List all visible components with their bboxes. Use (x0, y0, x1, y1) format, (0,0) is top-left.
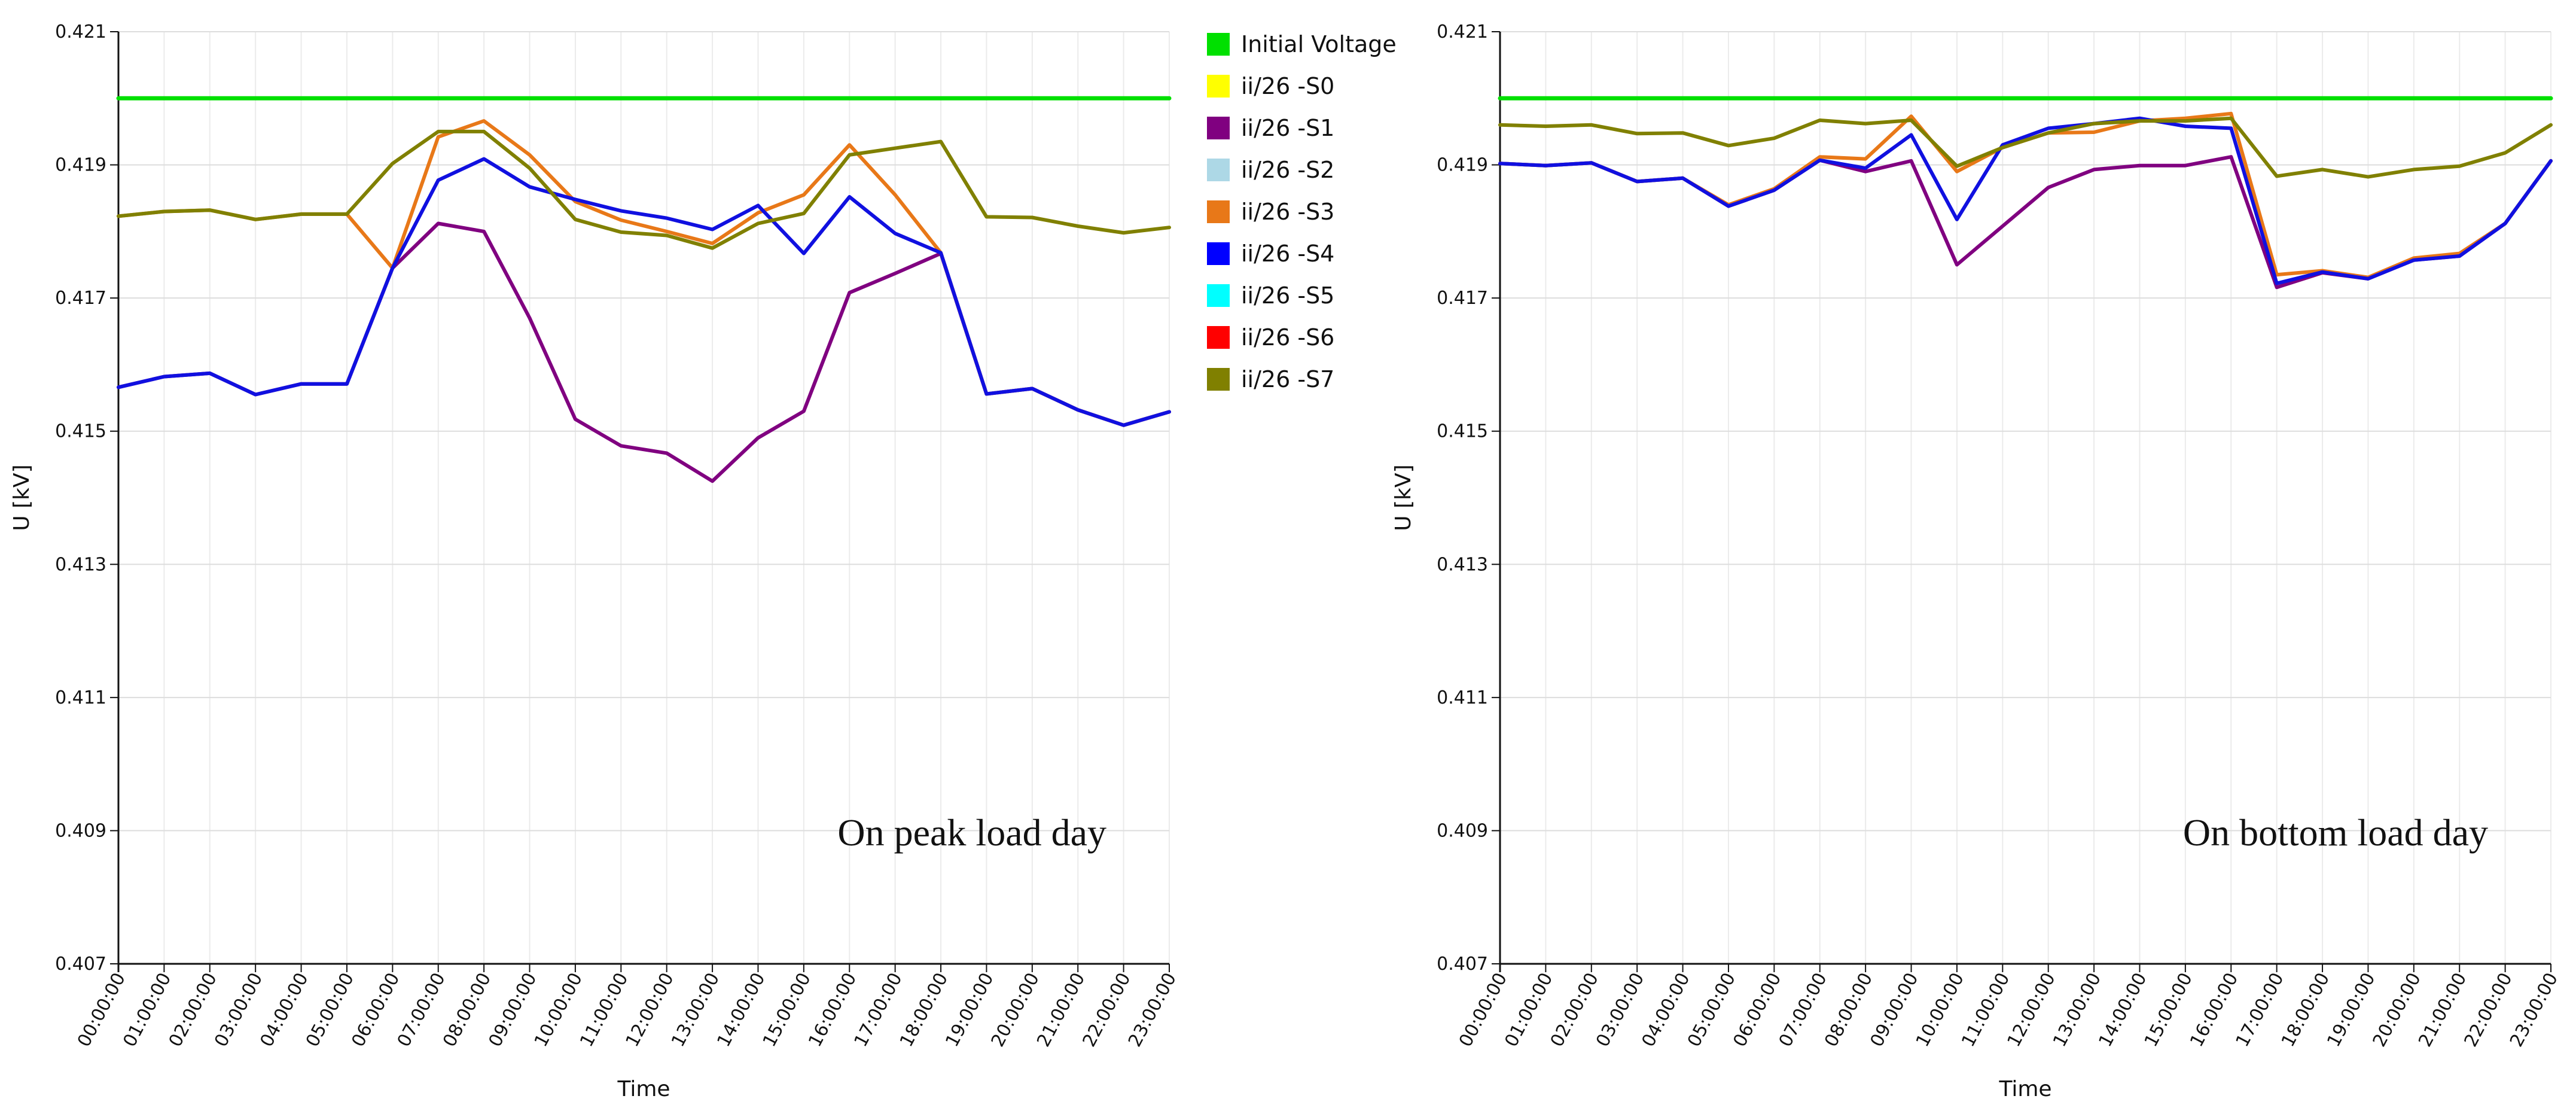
legend-swatch (1207, 159, 1230, 181)
y-tick-label: 0.411 (55, 687, 106, 708)
y-tick-label: 0.413 (55, 554, 106, 575)
series-line-ii-26-s4 (1498, 116, 2553, 285)
legend-swatch (1207, 33, 1230, 56)
legend-label: ii/26 -S5 (1241, 282, 1334, 309)
legend-label: ii/26 -S2 (1241, 157, 1334, 183)
y-tick-label: 0.407 (1437, 954, 1488, 975)
y-tick-label: 0.419 (55, 155, 106, 176)
legend-swatch (1207, 284, 1230, 307)
series-line-ii-26-s7 (1498, 116, 2553, 179)
y-tick-label: 0.421 (1437, 22, 1488, 42)
chart-annotation: On bottom load day (2183, 811, 2488, 854)
y-tick-label: 0.421 (55, 22, 106, 42)
legend-label: ii/26 -S7 (1241, 366, 1334, 392)
legend-swatch (1207, 200, 1230, 223)
legend-label: Initial Voltage (1241, 31, 1397, 57)
y-tick-label: 0.419 (1437, 155, 1488, 176)
legend-label: ii/26 -S0 (1241, 73, 1334, 99)
y-tick-label: 0.409 (55, 820, 106, 841)
chart-panel-2: 0.407 0.409 0.411 0.413 0.415 0.417 0.419 0.421… (1391, 22, 2562, 1101)
legend-swatch (1207, 326, 1230, 349)
legend-swatch (1207, 75, 1230, 98)
legend-label: ii/26 -S1 (1241, 115, 1334, 141)
chart-annotation: On peak load day (837, 811, 1106, 854)
legend-label: ii/26 -S3 (1241, 199, 1334, 225)
y-tick-label: 0.407 (55, 954, 106, 975)
series-line-ii-26-s3 (117, 119, 1171, 427)
y-tick-label: 0.411 (1437, 687, 1488, 708)
legend-swatch (1207, 368, 1230, 391)
y-axis-title: U [kV] (1391, 464, 1416, 531)
series-line-ii-26-s7 (117, 129, 1171, 250)
x-axis-title: Time (617, 1077, 670, 1101)
series-line-ii-26-s4 (117, 157, 1171, 427)
x-axis-title: Time (1998, 1077, 2051, 1101)
chart-panel-1: 0.407 0.409 0.411 0.413 0.415 0.417 0.419 0.421… (10, 22, 1181, 1101)
legend-swatch (1207, 242, 1230, 265)
y-tick-label: 0.417 (1437, 288, 1488, 309)
legend-label: ii/26 -S4 (1241, 241, 1334, 267)
y-tick-label: 0.415 (55, 421, 106, 442)
legend-swatch (1207, 117, 1230, 139)
y-tick-label: 0.415 (1437, 421, 1488, 442)
series-line-ii-26-s1 (117, 221, 1171, 483)
y-tick-label: 0.417 (55, 288, 106, 309)
legend-label: ii/26 -S6 (1241, 324, 1334, 351)
legend: Initial Voltage ii/26 -S0 ii/26 -S1 ii/26 -… (1207, 31, 1397, 392)
y-tick-label: 0.409 (1437, 820, 1488, 841)
y-tick-label: 0.413 (1437, 554, 1488, 575)
y-axis-title: U [kV] (10, 464, 34, 531)
